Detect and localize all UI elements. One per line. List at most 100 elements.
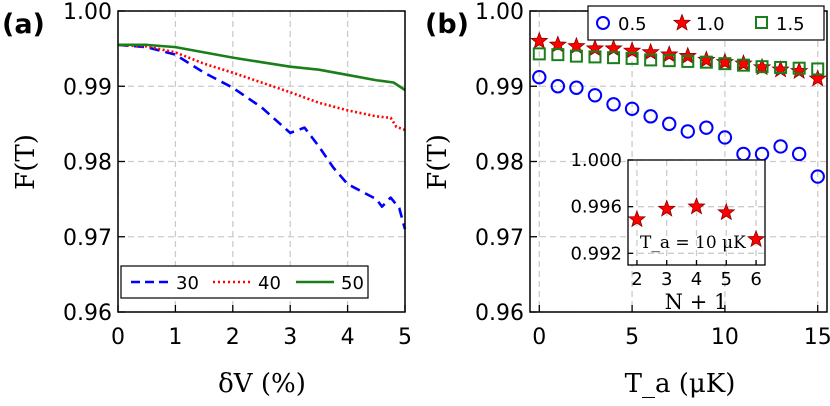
point-1.0 (808, 69, 827, 87)
ytick-label: 1.00 (475, 0, 524, 25)
legend-marker-0.5 (596, 16, 610, 30)
point-0.5 (643, 109, 658, 124)
legend-marker-1.5 (755, 16, 768, 29)
point-1.5 (551, 48, 565, 62)
point-1.5 (774, 60, 788, 74)
point-0.5 (532, 70, 547, 85)
xtick-label: 4 (341, 325, 355, 350)
panel-b-series (530, 31, 827, 184)
ytick-label: 0.996 (570, 197, 622, 218)
panel-b-legend: 0.5 1.0 1.5 (587, 5, 825, 41)
inset-ticks: 2 3 4 5 6 0.992 0.996 1.000 (570, 150, 761, 290)
point-1.5 (792, 61, 806, 75)
ytick-label: 0.97 (63, 226, 112, 251)
legend-label-0.5: 0.5 (618, 14, 647, 35)
xtick-label: 2 (226, 325, 240, 350)
point-0.5 (680, 124, 695, 139)
point-0.5 (810, 169, 825, 184)
xtick-label: 0 (532, 325, 546, 350)
point-inset (746, 229, 766, 248)
point-1.5 (811, 62, 825, 76)
xtick-label: 2 (631, 269, 642, 290)
point-0.5 (717, 130, 733, 145)
panel-b-ylabel: F(T) (423, 134, 453, 190)
point-0.5 (662, 116, 677, 132)
inset-xlabel: N + 1 (665, 290, 728, 314)
ytick-label: 0.99 (63, 75, 112, 100)
legend-label-30: 30 (176, 273, 199, 294)
point-1.5 (569, 49, 583, 63)
point-1.0 (641, 42, 660, 61)
panel-a-series (117, 43, 407, 230)
point-0.5 (773, 139, 788, 154)
point-0.5 (550, 79, 566, 94)
point-inset (687, 197, 706, 215)
series-line-40 (117, 43, 406, 132)
xtick-label: 1 (168, 325, 182, 350)
inset-annotation: T_a = 10 μK (640, 233, 746, 253)
ytick-label: 0.992 (570, 243, 622, 264)
xtick-label: 6 (750, 269, 761, 290)
legend-marker-1.0 (672, 13, 692, 31)
panel-b-legend-box (587, 5, 825, 41)
xtick-label: 5 (625, 325, 639, 350)
panel-a-ticks: 0 1 2 3 4 5 0.96 0.97 0.98 0.99 1.00 (63, 0, 412, 350)
point-0.5 (699, 120, 714, 135)
point-inset (657, 199, 676, 217)
xtick-label: 10 (711, 325, 739, 350)
point-1.5 (662, 54, 676, 68)
legend-star-shape (672, 13, 692, 31)
xtick-label: 15 (804, 325, 830, 350)
point-1.5 (644, 53, 658, 67)
xtick-label: 0 (111, 325, 125, 350)
panel-b-ticks: 0 5 10 15 0.96 0.97 0.98 0.99 1.00 (475, 0, 830, 350)
xtick-label: 3 (283, 325, 297, 350)
point-1.0 (622, 41, 642, 59)
point-inset (717, 202, 736, 221)
ytick-label: 0.98 (475, 151, 524, 176)
panel-b: 0 5 10 150.960.970.980.991.00 (b) T_a (μK) … (423, 0, 830, 399)
ytick-label: 1.00 (63, 0, 112, 25)
legend-label-40: 40 (258, 273, 281, 294)
series-line-30 (117, 43, 407, 230)
point-1.5 (625, 51, 639, 65)
series-line-50 (118, 43, 406, 92)
xtick-label: 3 (661, 269, 672, 290)
panel-a-ylabel: F(T) (11, 134, 41, 190)
ytick-label: 0.99 (475, 75, 524, 100)
point-inset (627, 209, 647, 228)
point-1.5 (607, 51, 621, 65)
ytick-label: 1.000 (570, 150, 622, 171)
panel-a-label: (a) (2, 9, 45, 40)
xtick-label: 4 (691, 269, 702, 290)
point-1.5 (699, 55, 713, 69)
ytick-label: 0.96 (63, 301, 112, 326)
point-1.5 (755, 60, 769, 74)
xtick-label: 5 (398, 325, 412, 350)
ytick-label: 0.97 (475, 226, 524, 251)
point-0.5 (791, 146, 807, 162)
inset-series (627, 197, 766, 248)
point-0.5 (606, 97, 621, 112)
point-0.5 (587, 88, 603, 103)
point-1.5 (588, 50, 602, 64)
legend-label-1.5: 1.5 (776, 14, 805, 35)
point-1.0 (530, 31, 549, 49)
point-0.5 (624, 101, 640, 117)
legend-label-1.0: 1.0 (696, 14, 725, 35)
point-0.5 (569, 80, 584, 95)
point-1.5 (718, 57, 732, 71)
point-1.5 (681, 54, 695, 68)
point-1.5 (532, 47, 546, 61)
panel-a-legend: 30 40 50 (120, 265, 369, 299)
point-1.0 (660, 45, 679, 63)
xtick-label: 5 (721, 269, 732, 290)
panel-b-label: (b) (425, 9, 469, 40)
ytick-label: 0.98 (63, 151, 112, 176)
legend-label-50: 50 (341, 273, 364, 294)
panel-b-xlabel: T_a (μK) (625, 369, 736, 399)
point-1.5 (736, 58, 750, 72)
inset: T_a = 10 μK 2 3 4 5 6 0.992 0.996 1.000 N + 1 (570, 150, 766, 314)
panel-a: 0 1 2 3 4 5 0.96 0.97 0.98 0.99 1.00 (a) δV (%) F(… (2, 0, 412, 399)
